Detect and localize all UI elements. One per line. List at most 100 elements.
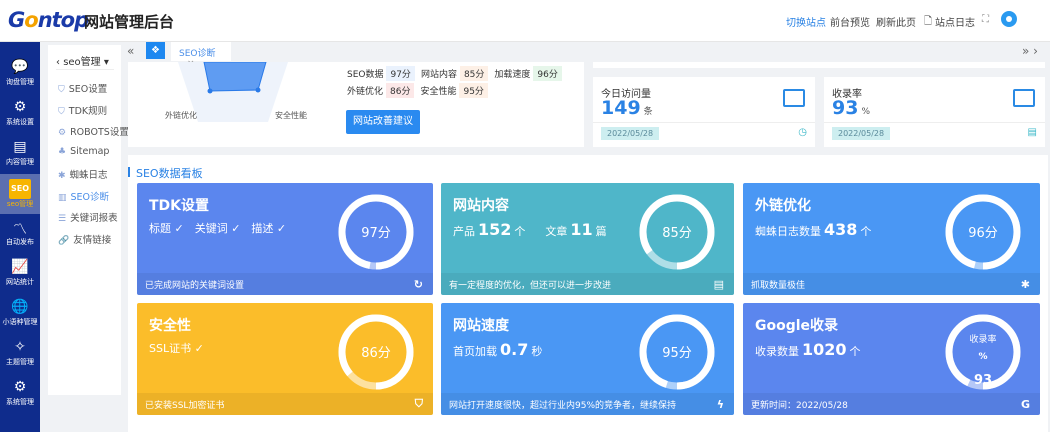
nav-item[interactable]: 💬 询盘管理 <box>0 54 40 94</box>
sub-item-label: 友情链接 <box>73 234 112 246</box>
seo-card[interactable]: 网站内容 产品 152 个 文章 11 篇 85分 有一定程度的优化，但还可以进一步改进 ▤ <box>441 183 734 295</box>
gear-icon: ⚙ <box>13 99 27 115</box>
score-label: 网站内容 <box>420 70 457 80</box>
seo-card[interactable]: 网站速度 首页加载 0.7 秒 95分 网站打开速度很快，超过行业内95%的竞争者，继… <box>441 303 734 415</box>
stat-date: 2022/05/28 <box>601 127 660 140</box>
tab-seo-diagnosis[interactable]: SEO诊断× <box>171 42 231 69</box>
score-ring: 95分 <box>638 313 716 391</box>
preview-link[interactable]: 前台预览 <box>830 18 870 29</box>
switch-site-link[interactable]: 切换站点 <box>786 18 826 29</box>
nav-item[interactable]: ▤ 内容管理 <box>0 134 40 174</box>
nav-label: seo管理 <box>6 200 34 208</box>
stat-title: 收录率 <box>832 89 862 100</box>
sub-item[interactable]: ✱ 蜘蛛日志 <box>58 167 108 181</box>
nav-item[interactable]: ⚙ 系统管理 <box>0 374 40 414</box>
sub-item[interactable]: ⚙ ROBOTS设置 <box>58 124 129 138</box>
nav-item[interactable]: SEO seo管理 <box>0 174 40 214</box>
score-ring: 97分 <box>337 193 415 271</box>
stat-value: 93% <box>832 97 871 119</box>
stat-date: 2022/05/28 <box>832 127 891 140</box>
card-checks: 标题 ✓ 关键词 ✓ 描述 ✓ <box>149 222 287 235</box>
metric-unit: 个 <box>860 225 872 238</box>
ring-fill <box>338 194 414 270</box>
radar-label: 外链优化 <box>165 111 197 120</box>
sub-item[interactable]: ♣ Sitemap <box>58 146 109 157</box>
metric-unit: 个 <box>849 345 861 358</box>
score-tag: 95分 <box>459 83 488 98</box>
refresh-link[interactable]: 刷新此页 <box>876 18 916 29</box>
nav-item[interactable]: 📈 网站统计 <box>0 254 40 294</box>
scroll-right-icon[interactable]: » › <box>1022 44 1038 58</box>
robot-icon: ⚙ <box>58 128 67 138</box>
sub-item-label: Sitemap <box>70 145 110 157</box>
document-icon: ▤ <box>13 139 27 155</box>
ring-fill <box>945 194 1021 270</box>
sub-item[interactable]: ☰ 关键词报表 <box>58 210 118 224</box>
sub-item[interactable]: ⛉ SEO设置 <box>58 81 107 95</box>
chat-icon: 💬 <box>11 59 29 75</box>
top-strip <box>593 62 1045 68</box>
ring-score: 86分 <box>361 346 391 361</box>
stat-value: 149 条 <box>601 97 653 119</box>
document-icon: ▤ <box>1027 127 1037 138</box>
lightning-icon: ϟ <box>716 398 724 411</box>
metric-label: 收录数量 <box>755 345 799 358</box>
score-tag: 96分 <box>533 66 562 81</box>
collapse-icon[interactable]: « <box>127 44 135 58</box>
score-row: 外链优化 86分 安全性能 95分 <box>347 83 494 98</box>
visits-card: 今日访问量 149 条 2022/05/28 ◷ <box>593 77 815 147</box>
nav-item[interactable]: 〽自动发布 <box>0 214 40 254</box>
seo-card[interactable]: TDK设置 标题 ✓ 关键词 ✓ 描述 ✓ 97分 已完成网站的关键词设置 ↻ <box>137 183 433 295</box>
gears-icon: ⚙ <box>13 379 27 395</box>
metric-value: 11 <box>570 220 593 239</box>
radar-chart <box>178 62 288 122</box>
logo[interactable]: Gontop <box>8 8 89 32</box>
nav-item[interactable]: ⚙ 系统设置 <box>0 94 40 134</box>
score-tag: 86分 <box>386 83 415 98</box>
avatar[interactable] <box>1001 11 1017 27</box>
card-title: 外链优化 <box>755 198 811 214</box>
stat-title: 今日访问量 <box>601 89 651 100</box>
score-ring: 96分 <box>944 193 1022 271</box>
nav-label: 网站统计 <box>6 278 34 286</box>
monitor-chart-icon <box>783 89 805 107</box>
ring-value: 93% <box>973 352 993 388</box>
seo-card[interactable]: 外链优化 蜘蛛日志数量 438 个 96分 抓取数量极佳 ✱ <box>743 183 1040 295</box>
score-ring: 86分 <box>337 313 415 391</box>
nav-item[interactable]: ✧ 主题管理 <box>0 334 40 374</box>
shield-icon: ⛉ <box>58 85 65 95</box>
site-log-link[interactable]: 站点日志 <box>935 18 975 29</box>
sub-item[interactable]: ⛉ TDK规则 <box>58 103 107 117</box>
card-footer: 已完成网站的关键词设置 <box>137 273 433 295</box>
sub-item[interactable]: 🔗 友情链接 <box>58 232 111 246</box>
tab-label: SEO诊断 <box>179 49 216 59</box>
sitemap-icon: ♣ <box>58 146 67 157</box>
score-tag: 85分 <box>459 66 489 81</box>
sub-item-label: 蜘蛛日志 <box>69 170 108 181</box>
sub-item[interactable]: ▥ SEO诊断 <box>58 189 109 203</box>
card-metrics: 首页加载 0.7 秒 <box>453 340 542 359</box>
metric-value: 438 <box>824 220 858 239</box>
score-label: 加载速度 <box>494 70 531 80</box>
nav-label: 系统设置 <box>6 118 34 126</box>
divider <box>56 69 114 70</box>
seo-card[interactable]: Google收录 收录数量 1020 个 收录率 93% 更新时间：2022/05/28… <box>743 303 1040 415</box>
ring-score: 96分 <box>968 226 998 241</box>
ring-label: 收录率 <box>969 335 997 345</box>
metric-unit: 秒 <box>531 345 543 358</box>
shield-icon: ⛉ <box>414 397 423 410</box>
nav-label: 系统管理 <box>6 398 34 406</box>
sub-sidebar-header[interactable]: ‹ seo管理 ▾ <box>56 57 109 68</box>
fullscreen-icon[interactable]: ⛶ <box>982 14 989 25</box>
card-metrics: 蜘蛛日志数量 438 个 <box>755 220 871 239</box>
score-label: SEO数据 <box>347 70 384 80</box>
score-label: 安全性能 <box>420 87 457 97</box>
seo-card[interactable]: 安全性 SSL证书 ✓ 86分 已安装SSL加密证书 ⛉ <box>137 303 433 415</box>
home-tab-icon[interactable]: ❖ <box>146 42 165 59</box>
nav-item[interactable]: 🌐 小语种管理 <box>0 294 40 334</box>
score-label: 外链优化 <box>347 87 384 97</box>
card-footer: 网站打开速度很快，超过行业内95%的竞争者，继续保持 <box>441 393 734 415</box>
header: Gontop 网站管理后台 切换站点 前台预览 刷新此页 🗋 站点日志 ⛶ <box>0 0 1050 42</box>
radar-label: 安全性能 <box>275 111 307 120</box>
improvement-advice-button[interactable]: 网站改善建议 <box>346 110 420 134</box>
